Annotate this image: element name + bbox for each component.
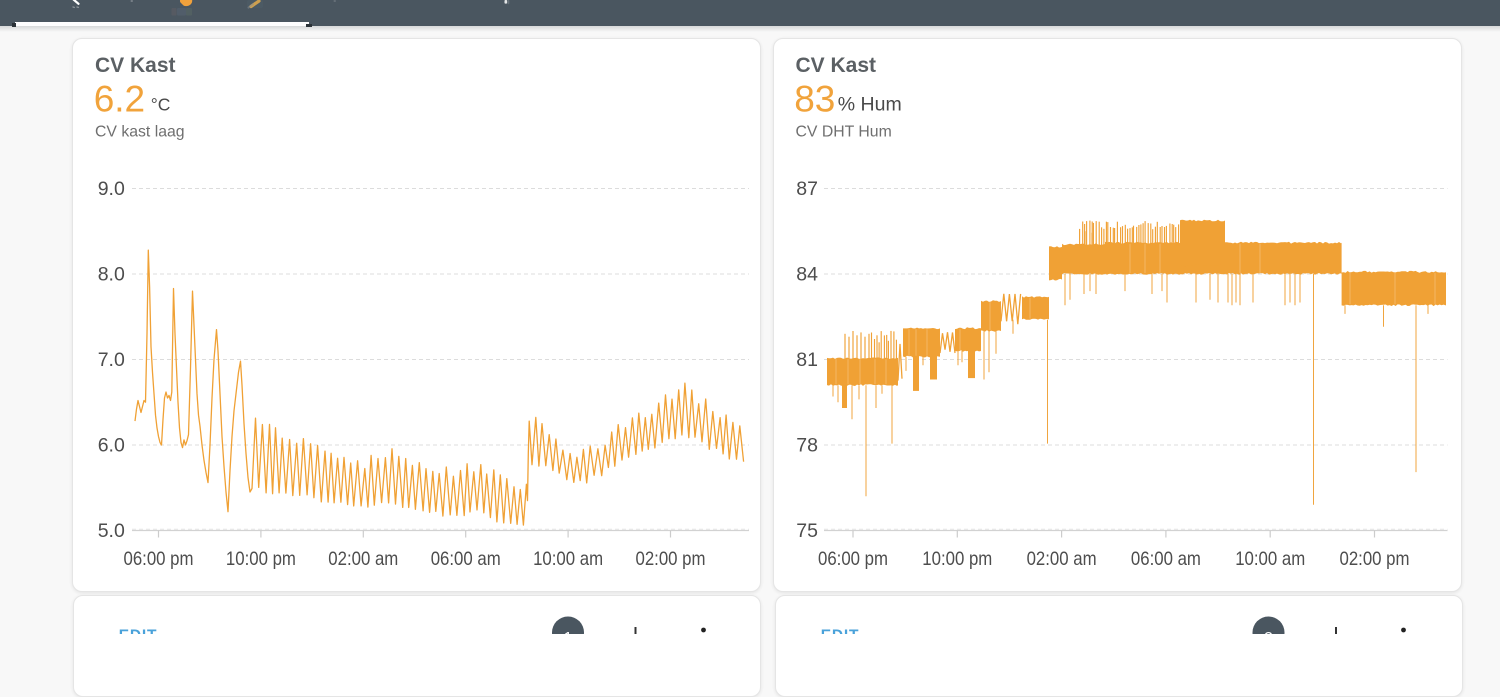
svg-text:06:00 pm: 06:00 pm xyxy=(124,548,194,570)
svg-text:10:00 pm: 10:00 pm xyxy=(226,548,296,570)
svg-text:EDIT: EDIT xyxy=(821,628,860,635)
svg-text:75: 75 xyxy=(796,520,818,542)
svg-text:02:00 pm: 02:00 pm xyxy=(636,548,706,570)
svg-text:78: 78 xyxy=(796,435,818,457)
svg-text:6.0: 6.0 xyxy=(98,435,125,457)
svg-text:7.0: 7.0 xyxy=(98,349,125,371)
svg-text:02:00 am: 02:00 am xyxy=(328,548,398,570)
svg-text:02:00 pm: 02:00 pm xyxy=(1340,548,1410,570)
svg-text:06:00 pm: 06:00 pm xyxy=(818,548,888,570)
svg-text:EDIT: EDIT xyxy=(119,628,158,635)
svg-text:81: 81 xyxy=(796,349,818,371)
svg-text:06:00 am: 06:00 am xyxy=(431,548,501,570)
svg-text:02:00 am: 02:00 am xyxy=(1027,548,1097,570)
svg-text:9.0: 9.0 xyxy=(98,178,125,200)
svg-text:CV DHT Hum: CV DHT Hum xyxy=(796,124,892,141)
svg-text:10:00 pm: 10:00 pm xyxy=(922,548,992,570)
svg-text:83: 83 xyxy=(794,79,835,120)
svg-text:1: 1 xyxy=(564,630,573,634)
svg-text:CV Kast: CV Kast xyxy=(95,54,176,77)
svg-text:6.2: 6.2 xyxy=(94,79,145,120)
svg-text:CV Kast: CV Kast xyxy=(796,54,877,77)
svg-text:87: 87 xyxy=(796,178,818,200)
svg-text:84: 84 xyxy=(796,264,818,286)
svg-text:10:00 am: 10:00 am xyxy=(533,548,603,570)
svg-text:CV kast laag: CV kast laag xyxy=(95,124,185,141)
svg-text:8.0: 8.0 xyxy=(98,264,125,286)
svg-text:°C: °C xyxy=(151,95,171,115)
svg-text:% Hum: % Hum xyxy=(838,94,902,116)
svg-text:06:00 am: 06:00 am xyxy=(1131,548,1201,570)
svg-text:10:00 am: 10:00 am xyxy=(1235,548,1305,570)
svg-text:2: 2 xyxy=(1264,630,1273,634)
svg-text:5.0: 5.0 xyxy=(98,520,125,542)
